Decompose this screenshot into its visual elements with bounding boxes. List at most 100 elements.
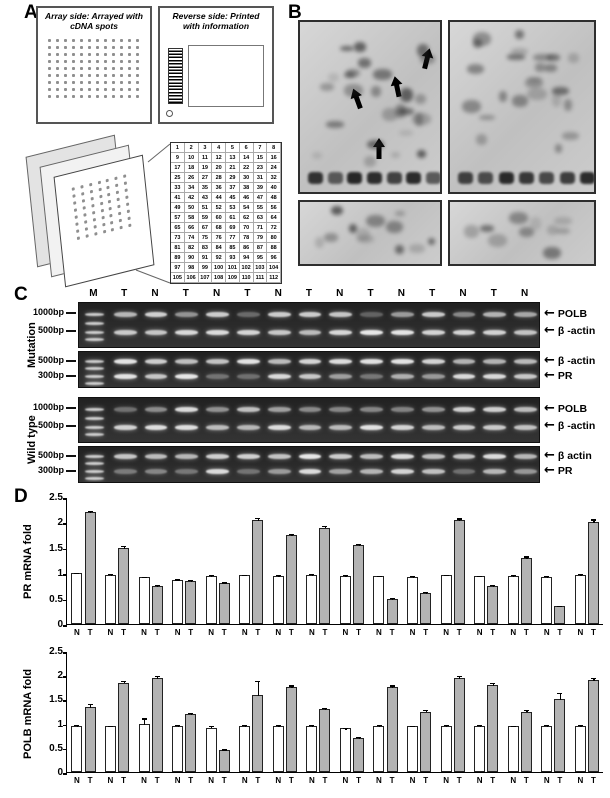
cdna-spot: [136, 46, 139, 50]
gel-band: [85, 338, 104, 342]
cdna-spot: [112, 39, 115, 43]
spot-number: 80: [267, 233, 281, 243]
spot-number: 27: [198, 173, 213, 183]
spot-number: 72: [267, 223, 281, 233]
spot-number: 52: [212, 203, 226, 213]
x-tick-label: N: [241, 776, 248, 785]
blot-spot: [397, 108, 414, 115]
gel-band: [144, 312, 168, 317]
cdna-spot: [120, 74, 123, 78]
band-label-actin: ← β actin: [544, 449, 592, 462]
error-bar: [492, 683, 494, 686]
bar-T: [319, 709, 331, 772]
x-tick-label: T: [389, 776, 395, 785]
spot-number: 31: [253, 173, 268, 183]
x-tick-label: N: [241, 628, 248, 637]
bar-N: [373, 576, 385, 624]
cdna-spot: [80, 53, 83, 57]
spot-number: 47: [253, 193, 268, 203]
spot-number: 96: [267, 253, 281, 263]
blot-spot: [539, 172, 555, 184]
gel-band: [206, 312, 229, 317]
lane-label: N: [397, 288, 405, 299]
error-bar: [257, 681, 260, 696]
orientation-dot: [166, 110, 173, 117]
gel-band: [113, 373, 137, 379]
cdna-spot: [124, 188, 128, 193]
cdna-spot: [128, 81, 131, 85]
panel-b-label: B: [288, 2, 302, 23]
y-tick-label: 1.5: [49, 542, 63, 554]
band-label-polb: ← POLB: [544, 307, 587, 320]
error-bar-cap: [443, 574, 449, 576]
cdna-spot: [112, 53, 115, 57]
gel-band: [144, 424, 168, 430]
x-tick-label: T: [121, 628, 126, 637]
hybridization-blot-bottom-left: [298, 200, 442, 266]
marker-1000bp: 1000bp: [32, 402, 64, 412]
spot-number: 76: [212, 233, 226, 243]
blot-spot: [562, 131, 580, 140]
gel-band: [85, 408, 104, 411]
spot-number: 82: [184, 243, 199, 253]
x-tick-label: N: [510, 628, 517, 637]
cdna-spot: [48, 46, 51, 50]
lane-label: N: [520, 288, 529, 299]
error-bar-cap: [590, 678, 596, 680]
x-tick-label: T: [154, 776, 160, 785]
cdna-spot: [136, 81, 139, 85]
spot-number: 84: [212, 243, 226, 253]
error-bar-cap: [74, 725, 80, 727]
spot-number: 10: [184, 153, 199, 163]
x-tick-label: T: [87, 628, 93, 637]
gel-band: [267, 312, 291, 317]
cdna-spot: [88, 88, 91, 92]
gel-band: [514, 359, 537, 365]
cdna-spot: [102, 229, 106, 234]
bar-N: [272, 726, 284, 772]
cdna-spot: [136, 74, 139, 78]
bar-N: [205, 727, 217, 772]
cdna-spot: [136, 67, 139, 71]
error-bar-cap: [389, 598, 395, 600]
error-bar-cap: [208, 726, 214, 728]
error-bar-cap: [188, 579, 194, 582]
cdna-spot: [90, 196, 94, 201]
gel-band: [85, 322, 104, 326]
gel-band: [452, 407, 476, 412]
blot-spot: [323, 233, 338, 243]
gel-band: [452, 454, 476, 460]
y-tick-mark: [63, 523, 67, 525]
gel-band: [237, 407, 260, 412]
cdna-spot: [64, 81, 67, 85]
cdna-spot: [88, 74, 91, 78]
blot-spot: [507, 54, 525, 60]
cdna-spot: [56, 88, 59, 92]
x-tick-label: N: [174, 628, 181, 637]
cdna-spot: [80, 192, 85, 196]
spot-number: 86: [239, 243, 254, 253]
error-bar-cap: [376, 575, 382, 577]
spot-number-grid: 1 2 3 4 5 6 7 8 9 10 11 12 13 14 15 16 17 18 19 20 21 22 23 24 2…: [170, 142, 282, 284]
gel-band: [144, 468, 168, 474]
x-tick-label: N: [275, 628, 282, 637]
blot-spot: [315, 237, 324, 249]
error-bar-cap: [557, 693, 563, 695]
spot-number: 66: [184, 223, 199, 233]
blot-spot: [487, 234, 508, 248]
marker-tick: [66, 375, 76, 377]
gel-band: [237, 468, 260, 474]
band-label-text: POLB: [557, 402, 588, 415]
cdna-spot: [72, 95, 75, 99]
blot-spot: [546, 225, 558, 236]
blot-spot: [406, 172, 422, 184]
error-bar-cap: [423, 710, 429, 712]
spot-number: 18: [184, 163, 199, 173]
cdna-spot: [99, 201, 103, 206]
bar-T: [151, 677, 163, 772]
gel-band: [391, 407, 414, 412]
cdna-spot: [120, 95, 123, 99]
lane-label: N: [151, 288, 159, 299]
error-bar: [593, 519, 595, 524]
spot-number: 61: [226, 213, 240, 223]
